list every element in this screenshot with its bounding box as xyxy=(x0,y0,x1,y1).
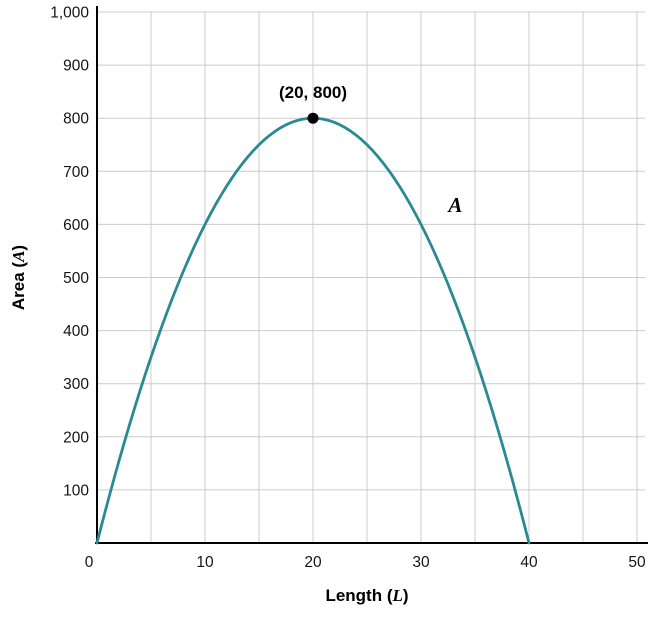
y-tick-label: 500 xyxy=(63,270,89,287)
x-tick-label: 10 xyxy=(196,554,214,571)
x-tick-label: 50 xyxy=(628,554,646,571)
y-tick-label: 800 xyxy=(63,111,89,128)
y-tick-label: 900 xyxy=(63,58,89,75)
x-axis-title: Length (L) xyxy=(325,586,408,605)
x-tick-label: 0 xyxy=(85,554,94,571)
x-tick-label: 30 xyxy=(412,554,430,571)
y-axis-title: Area (A) xyxy=(9,245,28,310)
y-tick-label: 1,000 xyxy=(50,5,89,22)
vertex-point xyxy=(307,112,319,124)
y-tick-label: 700 xyxy=(63,164,89,181)
y-tick-label: 600 xyxy=(63,217,89,234)
x-tick-label: 20 xyxy=(304,554,322,571)
y-tick-label: 400 xyxy=(63,323,89,340)
y-tick-label: 100 xyxy=(63,482,89,499)
curve-label: A xyxy=(446,193,462,217)
gridlines xyxy=(97,11,645,543)
y-tick-label: 200 xyxy=(63,429,89,446)
vertex-label: (20, 800) xyxy=(279,83,347,102)
y-tick-label: 300 xyxy=(63,376,89,393)
x-tick-label: 40 xyxy=(520,554,538,571)
